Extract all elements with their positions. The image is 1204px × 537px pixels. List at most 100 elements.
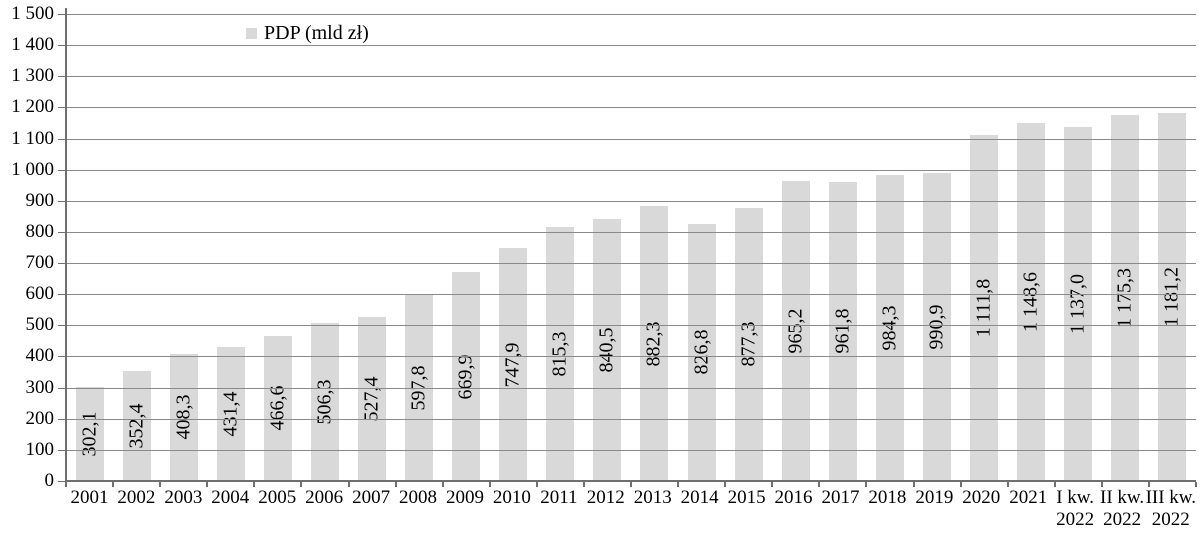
bar: 965,2	[781, 180, 810, 481]
gridline	[66, 325, 1196, 326]
x-axis-tick-label: II kw. 2022	[1100, 487, 1145, 530]
y-axis-labels: 1 500 1 400 1 300 1 200 1 100 1 000 900 800 700 6…	[0, 0, 54, 537]
x-axis-tick	[630, 482, 632, 487]
gridline	[66, 388, 1196, 389]
x-axis-tick-label: 2015	[727, 487, 766, 508]
y-axis-tick	[58, 201, 66, 202]
x-axis-tick	[112, 482, 114, 487]
bar-value-label: 826,8	[690, 329, 713, 375]
y-axis-tick	[58, 107, 66, 108]
gridline	[66, 139, 1196, 140]
gridline	[66, 76, 1196, 77]
bar-value-label: 408,3	[172, 394, 195, 440]
bar-value-label: 506,3	[313, 379, 336, 425]
y-axis-tick-label: 1 100	[11, 128, 54, 149]
y-axis-tick	[58, 388, 66, 389]
bar-slot: 984,3	[866, 14, 913, 481]
gridline	[66, 201, 1196, 202]
x-axis-tick	[442, 482, 444, 487]
bar: 747,9	[499, 248, 528, 481]
bar: 961,8	[828, 181, 857, 481]
bar-value-label: 815,3	[548, 331, 571, 377]
bar: 1 111,8	[970, 134, 999, 481]
bar-slot: 597,8	[396, 14, 443, 481]
bar: 408,3	[169, 353, 198, 481]
bar-value-label: 527,4	[360, 376, 383, 422]
x-axis-tick	[253, 482, 255, 487]
x-axis-tick-label: 2018	[868, 487, 907, 508]
bar-value-label: 990,9	[925, 304, 948, 350]
y-axis-tick	[58, 232, 66, 233]
bar-slot: 965,2	[772, 14, 819, 481]
x-axis-tick-label: 2014	[680, 487, 719, 508]
gridline	[66, 450, 1196, 451]
bar: 1 137,0	[1064, 127, 1093, 481]
y-axis-tick-label: 200	[25, 408, 55, 429]
legend-label: PDP (mld zł)	[264, 22, 369, 44]
x-axis-tick-label: 2003	[164, 487, 203, 508]
bar-value-label: 877,3	[737, 321, 760, 367]
bar-value-label: 965,2	[784, 308, 807, 354]
x-axis-tick-label: 2007	[352, 487, 391, 508]
x-axis-tick-label: 2016	[774, 487, 813, 508]
x-axis-tick	[1054, 482, 1056, 487]
bar: 984,3	[875, 174, 904, 481]
bar-value-label: 1 175,3	[1113, 268, 1136, 329]
bar-slot: 466,6	[254, 14, 301, 481]
bar-slot: 669,9	[443, 14, 490, 481]
x-axis-tick-label: 2005	[258, 487, 297, 508]
bar-slot: 1 175,3	[1102, 14, 1149, 481]
bar-value-label: 431,4	[219, 391, 242, 437]
y-axis-tick	[58, 450, 66, 451]
bar: 1 181,2	[1158, 113, 1187, 481]
x-axis-tick	[348, 482, 350, 487]
bar-slot: 1 111,8	[960, 14, 1007, 481]
bar: 1 148,6	[1017, 123, 1046, 481]
x-axis-tick-label: 2020	[962, 487, 1001, 508]
x-axis-tick	[1007, 482, 1009, 487]
y-axis-tick	[58, 76, 66, 77]
x-axis-tick	[818, 482, 820, 487]
y-axis-tick	[58, 325, 66, 326]
gridline	[66, 107, 1196, 108]
y-axis-tick	[58, 14, 66, 15]
y-axis-tick	[58, 294, 66, 295]
y-axis-tick	[58, 45, 66, 46]
y-axis-tick-label: 400	[25, 345, 55, 366]
bar-slot: 408,3	[160, 14, 207, 481]
gridline	[66, 294, 1196, 295]
bar-value-label: 747,9	[501, 342, 524, 388]
bar-slot: 527,4	[348, 14, 395, 481]
bar: 826,8	[687, 223, 716, 481]
x-axis-tick	[395, 482, 397, 487]
y-axis-tick-label: 1 400	[11, 34, 54, 55]
bar-value-label: 352,4	[125, 403, 148, 449]
bar: 990,9	[922, 172, 951, 481]
x-axis-tick	[65, 482, 67, 487]
x-axis-tick-label: 2002	[117, 487, 156, 508]
bar-slot: 506,3	[301, 14, 348, 481]
x-axis-tick	[724, 482, 726, 487]
bar: 352,4	[122, 371, 151, 481]
bar-slot: 747,9	[490, 14, 537, 481]
legend-swatch-icon	[246, 28, 257, 39]
gridline	[66, 170, 1196, 171]
bar-slot: 431,4	[207, 14, 254, 481]
y-axis-tick-label: 800	[25, 221, 55, 242]
x-axis-tick-label: 2017	[821, 487, 860, 508]
x-axis-labels: 2001 2002 2003 2004 2005 2006 2007 2008 2009 2010…	[66, 487, 1196, 531]
bar-slot: 882,3	[631, 14, 678, 481]
bar-slot: 826,8	[678, 14, 725, 481]
y-axis-tick-label: 900	[25, 190, 55, 211]
x-axis-tick	[771, 482, 773, 487]
bar-value-label: 984,3	[878, 305, 901, 351]
x-axis-line	[66, 480, 1196, 482]
y-axis-tick	[58, 419, 66, 420]
x-axis-tick	[677, 482, 679, 487]
bar: 527,4	[358, 316, 386, 481]
y-axis-tick-label: 1 000	[11, 159, 54, 180]
y-axis-tick	[58, 356, 66, 357]
y-axis-tick-label: 600	[25, 283, 55, 304]
x-axis-tick	[536, 482, 538, 487]
bar-slot: 302,1	[66, 14, 113, 481]
